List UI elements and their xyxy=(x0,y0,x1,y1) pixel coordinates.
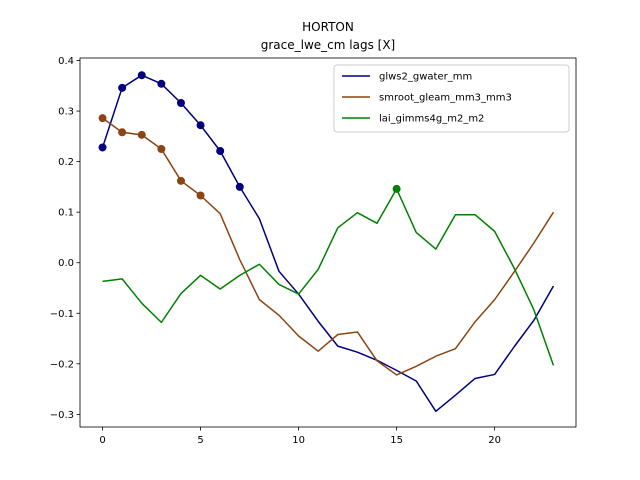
chart-subtitle: grace_lwe_cm lags [X] xyxy=(261,38,395,52)
series-line-1 xyxy=(102,117,555,376)
data-point-0-7 xyxy=(235,182,244,191)
x-tick-label: 10 xyxy=(292,435,305,446)
chart-title: HORTON xyxy=(302,20,354,34)
data-point-1-4 xyxy=(176,176,185,185)
y-tick-label: 0.3 xyxy=(58,107,74,118)
data-point-2-15 xyxy=(392,184,401,193)
series-layer xyxy=(98,71,555,413)
legend-label: glws2_gwater_mm xyxy=(379,72,472,83)
y-tick-label: −0.2 xyxy=(50,359,74,370)
y-tick-label: 0.2 xyxy=(58,157,74,168)
y-tick-label: −0.1 xyxy=(50,309,74,320)
series-line-0 xyxy=(101,74,555,413)
y-tick-label: 0.1 xyxy=(58,208,74,219)
data-point-1-1 xyxy=(118,128,127,137)
axes-layer: 0 5 10 15 20 −0.3 −0.2 −0.1 0.0 0.1 0.2 0.3 0.4 xyxy=(50,56,577,446)
data-point-1-5 xyxy=(196,191,205,200)
x-tick-label: 0 xyxy=(99,435,105,446)
legend-box xyxy=(333,64,570,133)
legend-label: lai_gimms4g_m2_m2 xyxy=(379,114,484,125)
data-point-0-2 xyxy=(137,71,146,80)
data-point-0-6 xyxy=(216,147,225,156)
x-tick-label: 15 xyxy=(390,435,403,446)
y-tick-label: 0.0 xyxy=(58,258,74,269)
plot-frame xyxy=(79,57,577,428)
legend: glws2_gwater_mm smroot_gleam_mm3_mm3 lai_g… xyxy=(333,64,570,133)
data-point-0-5 xyxy=(196,121,205,130)
data-point-0-0 xyxy=(98,143,107,152)
y-tick-label: −0.3 xyxy=(50,410,74,421)
data-point-0-3 xyxy=(157,79,166,88)
legend-label: smroot_gleam_mm3_mm3 xyxy=(379,93,512,104)
x-tick-label: 5 xyxy=(197,435,203,446)
data-point-1-3 xyxy=(157,144,166,153)
x-tick-label: 20 xyxy=(488,435,501,446)
data-point-1-0 xyxy=(98,114,107,123)
data-point-0-1 xyxy=(118,83,127,92)
series-line-2 xyxy=(102,188,555,366)
data-point-1-2 xyxy=(137,130,146,139)
data-point-0-4 xyxy=(176,98,185,107)
y-tick-label: 0.4 xyxy=(58,56,74,67)
